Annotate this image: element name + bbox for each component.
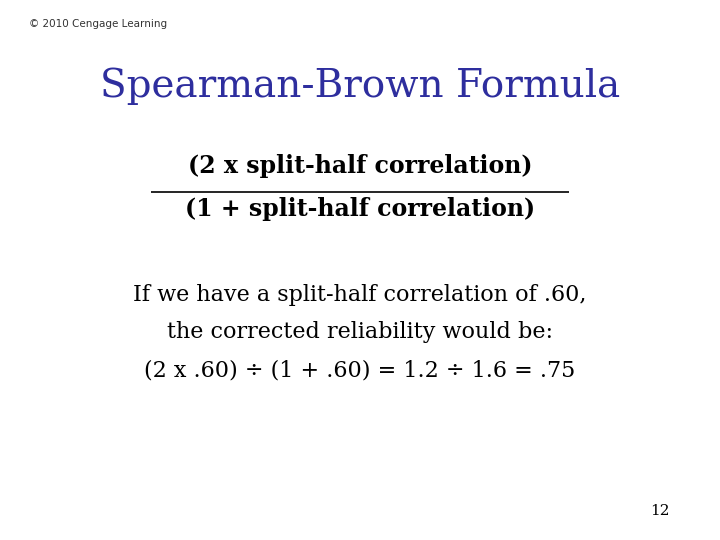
Text: 12: 12 (650, 504, 670, 518)
Text: (2 x .60) ÷ (1 + .60) = 1.2 ÷ 1.6 = .75: (2 x .60) ÷ (1 + .60) = 1.2 ÷ 1.6 = .75 (145, 359, 575, 381)
Text: (1 + split-half correlation): (1 + split-half correlation) (185, 197, 535, 221)
Text: (2 x split-half correlation): (2 x split-half correlation) (188, 154, 532, 178)
Text: If we have a split-half correlation of .60,: If we have a split-half correlation of .… (133, 284, 587, 306)
Text: Spearman-Brown Formula: Spearman-Brown Formula (100, 68, 620, 105)
Text: © 2010 Cengage Learning: © 2010 Cengage Learning (29, 19, 167, 29)
Text: the corrected reliability would be:: the corrected reliability would be: (167, 321, 553, 343)
